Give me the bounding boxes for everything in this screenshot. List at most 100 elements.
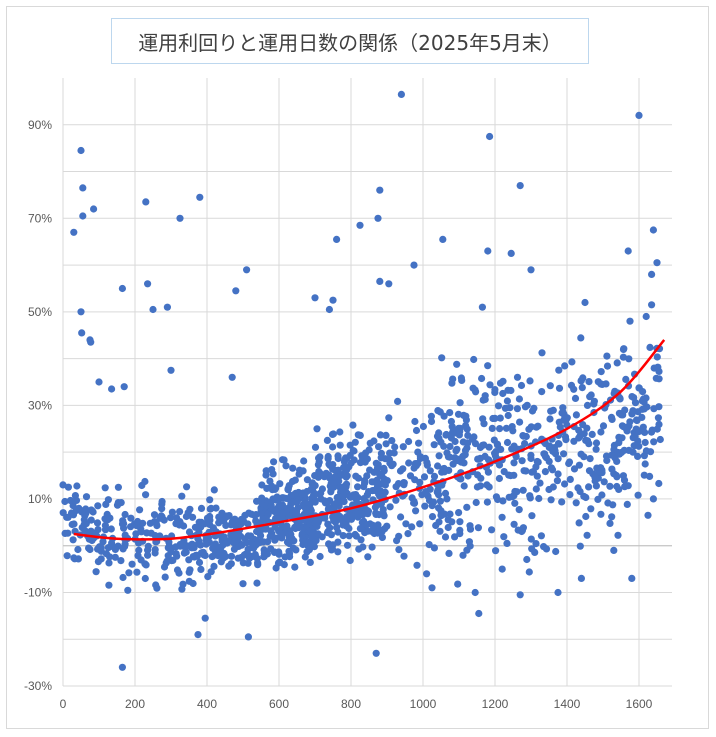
data-point	[77, 146, 85, 155]
data-point	[597, 510, 605, 518]
data-point	[306, 558, 314, 567]
data-point	[599, 422, 608, 430]
data-point	[427, 417, 436, 426]
data-point	[383, 477, 391, 485]
data-point	[483, 498, 491, 506]
data-point	[339, 532, 347, 540]
data-point	[186, 505, 194, 513]
data-point	[558, 498, 566, 506]
data-point	[583, 401, 592, 409]
data-point	[551, 447, 559, 455]
data-point	[360, 495, 368, 503]
data-point	[535, 494, 543, 503]
data-point	[655, 403, 663, 411]
data-point	[354, 483, 362, 491]
data-point	[655, 479, 663, 488]
data-point	[523, 555, 531, 564]
data-point	[527, 266, 535, 274]
data-point	[245, 554, 254, 562]
data-point	[620, 476, 629, 484]
data-point	[648, 301, 656, 309]
data-point	[201, 614, 209, 622]
data-point	[253, 579, 261, 587]
data-point	[336, 441, 344, 449]
data-point	[167, 514, 175, 522]
data-point	[313, 425, 321, 433]
data-point	[392, 496, 400, 504]
data-point	[638, 405, 647, 413]
data-point	[163, 303, 171, 311]
data-point	[281, 553, 289, 561]
data-point	[622, 375, 630, 383]
data-point	[381, 525, 389, 533]
data-point	[325, 305, 333, 314]
data-point	[497, 445, 505, 453]
data-point	[239, 580, 247, 588]
data-point	[594, 378, 602, 386]
data-point	[175, 569, 183, 577]
data-point	[496, 414, 504, 422]
data-point	[329, 430, 337, 438]
data-point	[118, 284, 126, 293]
data-point	[206, 520, 214, 529]
data-point	[93, 519, 102, 527]
data-point	[405, 437, 413, 446]
data-point	[188, 540, 196, 548]
data-point	[436, 497, 444, 505]
data-point	[160, 563, 169, 571]
data-point	[577, 376, 585, 384]
data-point	[585, 483, 593, 491]
data-point	[553, 477, 562, 485]
data-point	[502, 424, 510, 432]
data-point	[634, 491, 642, 499]
data-point	[210, 562, 218, 571]
data-point	[104, 516, 112, 524]
data-point	[578, 384, 586, 392]
data-point	[311, 498, 319, 506]
data-point	[528, 468, 536, 476]
data-point	[434, 462, 442, 470]
data-point	[223, 512, 231, 520]
data-point	[600, 478, 608, 486]
data-point	[547, 464, 556, 472]
data-point	[128, 560, 136, 568]
data-point	[347, 459, 355, 467]
data-point	[364, 553, 372, 561]
x-axis-ticks: 0 200 400 600 800 1000 1200 1400 1600	[60, 697, 653, 711]
data-point	[471, 386, 479, 394]
data-point	[561, 433, 570, 441]
data-point	[180, 549, 188, 557]
data-point	[243, 539, 251, 547]
data-point	[114, 483, 122, 491]
data-point	[572, 499, 580, 507]
data-point	[361, 449, 370, 457]
data-point	[167, 548, 175, 556]
data-point	[604, 499, 612, 507]
data-point	[538, 349, 546, 357]
data-point	[339, 492, 347, 500]
data-point	[570, 437, 578, 445]
data-point	[247, 532, 255, 540]
data-point	[137, 556, 145, 564]
x-tick-label: 1400	[554, 697, 581, 711]
data-point	[444, 516, 452, 524]
data-point	[400, 552, 408, 560]
data-point	[463, 503, 471, 511]
data-point	[105, 559, 113, 567]
data-point	[394, 397, 402, 405]
data-point	[107, 525, 115, 533]
data-point	[486, 132, 494, 141]
data-point	[400, 481, 408, 489]
data-point	[379, 490, 387, 499]
data-point	[136, 506, 144, 514]
data-point	[480, 420, 488, 428]
data-point	[73, 482, 81, 490]
data-point	[470, 433, 478, 441]
data-point	[334, 548, 342, 556]
data-point	[412, 426, 421, 435]
data-point	[575, 519, 583, 527]
data-point	[430, 472, 439, 480]
data-point	[580, 453, 588, 461]
data-point	[82, 505, 90, 513]
data-point	[516, 182, 524, 190]
